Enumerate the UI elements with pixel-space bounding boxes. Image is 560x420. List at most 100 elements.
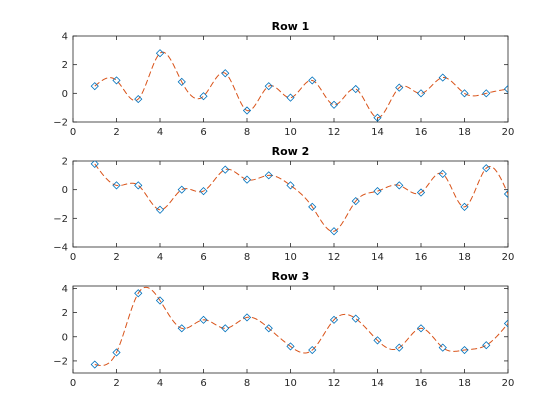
data-point-marker (264, 324, 273, 333)
axes-frame (72, 35, 509, 123)
data-point-marker (503, 319, 508, 328)
data-point-marker (199, 315, 208, 324)
y-tick-label: 4 (62, 284, 68, 295)
data-point-marker (460, 345, 469, 355)
data-point-marker (134, 289, 143, 298)
chart-title: Row 3 (272, 270, 310, 283)
y-tick-label: −2 (53, 356, 68, 367)
x-tick-label: 6 (200, 127, 206, 138)
series-line (94, 51, 508, 119)
data-point-marker (221, 69, 230, 78)
y-tick-label: −2 (53, 118, 68, 129)
data-point-marker (155, 205, 165, 214)
data-point-marker (482, 164, 491, 173)
data-point-marker (112, 76, 121, 85)
data-point-marker (503, 189, 508, 199)
x-tick-label: 18 (458, 127, 471, 138)
data-point-marker (90, 82, 99, 91)
y-tick-label: 2 (62, 157, 68, 168)
data-point-marker (242, 175, 252, 184)
data-point-marker (395, 181, 404, 190)
data-point-marker (90, 161, 99, 168)
data-point-marker (308, 202, 317, 211)
x-tick-label: 12 (328, 378, 341, 389)
data-point-marker (438, 343, 447, 352)
x-tick-label: 10 (284, 252, 297, 263)
data-point-marker (134, 181, 143, 190)
data-point-marker (177, 324, 186, 333)
chart-title: Row 2 (272, 145, 310, 158)
data-point-marker (482, 89, 491, 98)
x-tick-label: 20 (502, 252, 515, 263)
x-tick-label: 14 (371, 127, 384, 138)
data-point-marker (221, 165, 230, 174)
x-tick-label: 4 (157, 127, 163, 138)
data-point-marker (264, 82, 273, 91)
data-point-marker (351, 314, 360, 323)
x-tick-label: 6 (200, 252, 206, 263)
x-tick-label: 20 (502, 378, 515, 389)
data-point-marker (438, 73, 447, 82)
y-tick-label: 2 (62, 308, 68, 319)
x-tick-label: 12 (328, 127, 341, 138)
series-line (94, 163, 508, 232)
data-point-marker (90, 360, 99, 369)
data-point-marker (416, 89, 426, 98)
x-tick-label: 0 (70, 378, 76, 389)
y-tick-label: 0 (62, 89, 68, 100)
data-point-marker (329, 100, 339, 109)
data-point-marker (221, 324, 230, 333)
data-point-marker (286, 181, 295, 190)
x-tick-label: 16 (415, 127, 428, 138)
y-tick-label: 4 (62, 32, 68, 43)
data-point-marker (155, 49, 165, 58)
x-tick-label: 4 (157, 378, 163, 389)
data-point-marker (199, 92, 208, 101)
axes-frame (72, 285, 509, 374)
y-tick-label: −4 (53, 243, 68, 254)
x-tick-label: 4 (157, 252, 163, 263)
data-point-marker (177, 185, 186, 194)
data-point-marker (308, 345, 317, 355)
data-point-marker (286, 342, 295, 351)
x-tick-label: 16 (415, 252, 428, 263)
x-tick-label: 10 (284, 378, 297, 389)
chart-title: Row 1 (272, 20, 310, 33)
data-point-marker (177, 77, 186, 86)
data-point-marker (112, 348, 121, 357)
x-tick-label: 0 (70, 252, 76, 263)
x-tick-label: 14 (371, 378, 384, 389)
data-point-marker (416, 188, 426, 197)
data-point-marker (395, 343, 404, 352)
x-tick-label: 0 (70, 127, 76, 138)
data-point-marker (373, 113, 382, 122)
plot-area (90, 49, 508, 122)
data-point-marker (329, 315, 339, 324)
plot-area (90, 161, 508, 236)
x-tick-label: 16 (415, 378, 428, 389)
series-line (94, 286, 508, 366)
x-tick-label: 20 (502, 127, 515, 138)
axes-frame (72, 160, 509, 248)
data-point-marker (199, 186, 208, 196)
x-tick-label: 18 (458, 378, 471, 389)
data-point-marker (482, 341, 491, 350)
subplot-row-2: Row 2 0 2 4 6 8 10 12 14 16 18 20 −4 −2 0 2 (53, 145, 514, 263)
x-tick-label: 8 (244, 127, 250, 138)
data-point-marker (286, 93, 295, 102)
data-point-marker (134, 94, 143, 104)
data-point-marker (242, 106, 252, 115)
data-point-marker (416, 324, 426, 333)
x-tick-label: 2 (113, 127, 119, 138)
x-tick-label: 12 (328, 252, 341, 263)
x-tick-label: 2 (113, 252, 119, 263)
x-tick-label: 8 (244, 378, 250, 389)
x-tick-label: 8 (244, 252, 250, 263)
data-point-marker (308, 76, 317, 85)
data-point-marker (351, 84, 360, 94)
data-point-marker (351, 197, 360, 206)
y-tick-label: 0 (62, 332, 68, 343)
